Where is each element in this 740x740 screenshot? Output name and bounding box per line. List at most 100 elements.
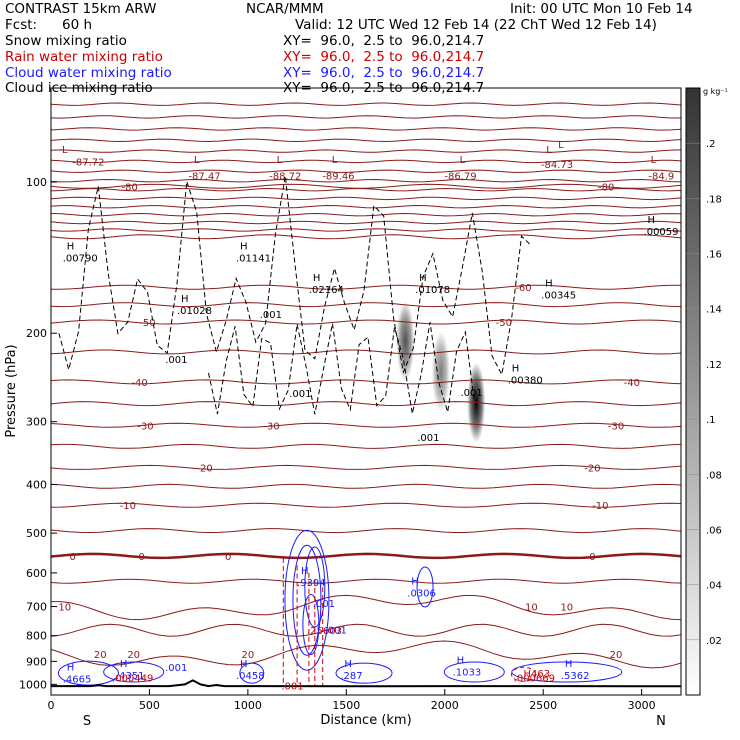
colorbar-ramp bbox=[685, 87, 701, 696]
snow-high-marker-3: H bbox=[313, 273, 321, 284]
y-tick-label-3: 400 bbox=[26, 478, 47, 491]
temp-label-4-0: -30 bbox=[137, 421, 153, 432]
terrain-surface bbox=[51, 679, 681, 688]
low-marker-3: L bbox=[332, 155, 338, 166]
field-name-rain: Rain water mixing ratio bbox=[5, 49, 163, 65]
cloud-water-contour-2 bbox=[304, 546, 326, 628]
snow-high-value-7: .00059 bbox=[644, 227, 679, 238]
temp-contour-upper-6 bbox=[51, 169, 681, 173]
snow-high-value-6: .00380 bbox=[508, 375, 543, 386]
temp-contour-0 bbox=[51, 552, 681, 560]
x-tick-label-6: 3000 bbox=[628, 699, 656, 712]
cloud-water-contour-1 bbox=[292, 544, 322, 656]
temp-contour-upper-9 bbox=[51, 196, 681, 201]
cloud-water-contour-4 bbox=[416, 566, 434, 608]
temp-label-4-1: -30 bbox=[263, 421, 279, 432]
temp-contour-upper-12 bbox=[51, 220, 681, 225]
temp-label-4-2: -30 bbox=[608, 421, 624, 432]
cw-high-value-9: .5362 bbox=[561, 671, 590, 682]
temp-label-0-1: -80 bbox=[598, 182, 614, 193]
snow-contour-label-1: .001 bbox=[260, 310, 282, 321]
temp-contour-mid-0 bbox=[51, 234, 681, 240]
cloud-water-contour-3 bbox=[302, 593, 320, 655]
cw-high-value-2: .001 bbox=[313, 599, 335, 610]
temp-label-7-2: 0 bbox=[225, 552, 231, 563]
snow-contour-label-3: .001 bbox=[417, 433, 439, 444]
snow-contour-label-4: .001 bbox=[461, 388, 483, 399]
temp-min-label-4: -86.79 bbox=[444, 171, 476, 182]
temp-contour-upper-1 bbox=[51, 115, 681, 119]
temp-contour-upper-3 bbox=[51, 138, 681, 143]
cw-high-marker-5: H bbox=[120, 659, 128, 670]
temp-contour--10 bbox=[51, 502, 681, 508]
field-xy-snow: XY= 96.0, 2.5 to 96.0,214.7 bbox=[283, 33, 485, 49]
temp-contour--20 bbox=[51, 464, 681, 470]
temp-contour-mid-2 bbox=[51, 349, 681, 355]
temp-contour--40 bbox=[51, 379, 681, 385]
snow-high-value-1: .01028 bbox=[177, 306, 212, 317]
x-tick-label-5: 2500 bbox=[529, 699, 557, 712]
cw-high-marker-8: H bbox=[457, 656, 465, 667]
colorbar-tick-label-3: .08 bbox=[706, 470, 722, 481]
colorbar-tick-label-4: .1 bbox=[706, 415, 716, 426]
snow-high-value-2: .01141 bbox=[236, 253, 271, 264]
snow-high-marker-2: H bbox=[240, 241, 248, 252]
field-name-snow: Snow mixing ratio bbox=[5, 33, 127, 49]
temp-label-2-0: -50 bbox=[139, 318, 155, 329]
snow-max-1 bbox=[431, 331, 450, 412]
center-label: NCAR/MMM bbox=[246, 1, 324, 17]
cw-high-value-3: .001 bbox=[325, 625, 347, 636]
y-tick-label-4: 500 bbox=[26, 527, 47, 540]
colorbar-tick-label-7: .16 bbox=[706, 250, 722, 261]
colorbar-tick-label-1: .04 bbox=[706, 581, 722, 592]
colorbar-tick-label-5: .12 bbox=[706, 360, 722, 371]
temp-min-label-6: -84.9 bbox=[648, 171, 674, 182]
temp-contour-mid-7 bbox=[51, 578, 681, 584]
temp-contour--50 bbox=[51, 319, 681, 325]
temp-contour-upper-11 bbox=[51, 212, 681, 217]
temp-contour-upper-8 bbox=[51, 187, 681, 192]
cw-high-value-0: .9394 bbox=[297, 578, 326, 589]
cw-high-marker-6: H bbox=[240, 659, 248, 670]
temp-contour-10 bbox=[51, 594, 681, 621]
x-tick-label-4: 2000 bbox=[431, 699, 459, 712]
snow-contour-label-0: .001 bbox=[165, 355, 187, 366]
chart-labels: -80 -80 -60 -50 -50 -40 -40 -30 -30 -30 -20 -20 -10 -… bbox=[58, 140, 678, 692]
fcst-label: Fcst: bbox=[5, 17, 38, 33]
colorbar-unit: g kg⁻¹ bbox=[703, 87, 728, 96]
temp-label-3-0: -40 bbox=[131, 378, 147, 389]
temp-contour-upper-2 bbox=[51, 127, 681, 131]
x-tick-label-1: 500 bbox=[139, 699, 160, 712]
temp-contour-mid-4 bbox=[51, 443, 681, 449]
init-time: Init: 00 UTC Mon 10 Feb 14 bbox=[510, 1, 693, 17]
temp-contour-upper-10 bbox=[51, 204, 681, 209]
cw-high-value-8: .1033 bbox=[453, 668, 482, 679]
snow-contour-label-2: .001 bbox=[289, 389, 311, 400]
model-title: CONTRAST 15km ARW bbox=[5, 1, 157, 17]
temp-label-3-1: -40 bbox=[624, 378, 640, 389]
snow-high-marker-6: H bbox=[512, 363, 520, 374]
colorbar-tick-label-0: .02 bbox=[706, 636, 722, 647]
x-end-label-north: N bbox=[656, 714, 666, 729]
temp-contour-mid-5 bbox=[51, 483, 681, 489]
temp-label-5-1: -20 bbox=[584, 463, 600, 474]
temp-min-label-3: -89.46 bbox=[322, 171, 354, 182]
field-xy-cloud-water: XY= 96.0, 2.5 to 96.0,214.7 bbox=[283, 65, 485, 81]
temp-contour--80 bbox=[51, 183, 681, 189]
low-marker-2: L bbox=[277, 155, 283, 166]
low-marker-1: L bbox=[194, 155, 200, 166]
temp-contour-20 bbox=[51, 640, 681, 669]
x-axis-label: Distance (km) bbox=[320, 713, 411, 728]
y-axis-label: Pressure (hPa) bbox=[4, 344, 19, 437]
colorbar-tick-label-6: .14 bbox=[706, 305, 722, 316]
plot-frame bbox=[50, 87, 682, 696]
y-tick-label-8: 900 bbox=[26, 655, 47, 668]
cw-high-marker-1: H bbox=[411, 576, 419, 587]
temp-label-1-0: -60 bbox=[515, 283, 531, 294]
temp-label-6-0: -10 bbox=[120, 501, 136, 512]
rain-label-4: .001 bbox=[281, 681, 303, 692]
cloud-water-contour-10 bbox=[511, 661, 623, 683]
temp-label-7-1: 0 bbox=[138, 552, 144, 563]
snow-high-marker-4: H bbox=[419, 273, 427, 284]
temp-min-label-5: -84.73 bbox=[541, 160, 573, 171]
